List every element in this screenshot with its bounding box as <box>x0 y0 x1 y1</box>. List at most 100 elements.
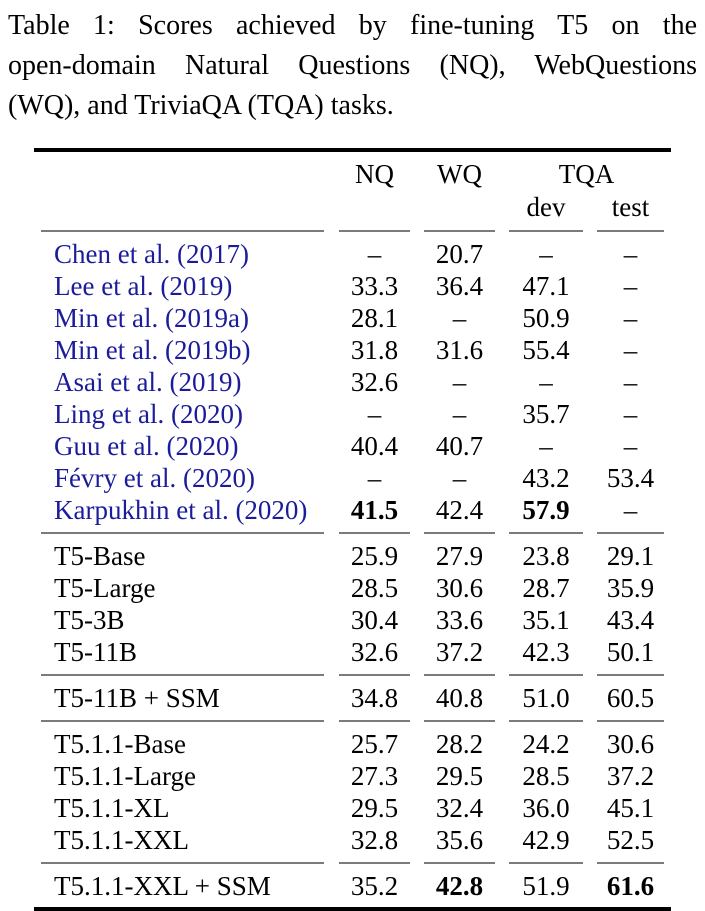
table-body: Chen et al. (2017) – 20.7 – – Lee et al.… <box>34 224 671 909</box>
citation-link[interactable]: Min et al. (2019b) <box>54 335 251 365</box>
cell-value: 25.7 <box>350 729 399 759</box>
cell-value: 43.4 <box>606 605 655 635</box>
cell-value: 42.3 <box>522 637 570 667</box>
cell-value: 30.6 <box>435 573 484 603</box>
table-row: T5-11B + SSM 34.8 40.8 51.0 60.5 <box>34 682 671 714</box>
cell-value: – <box>539 239 553 269</box>
cell-value: 33.6 <box>435 605 484 635</box>
table-caption: Table 1: Scores achieved by fine-tuning … <box>0 0 705 126</box>
table-row: T5.1.1-Large 27.3 29.5 28.5 37.2 <box>34 760 671 792</box>
cell-value: – <box>452 399 467 429</box>
separator-line <box>41 674 324 676</box>
cell-value: 35.6 <box>435 825 484 855</box>
row-label: T5.1.1-XXL <box>54 825 189 855</box>
group-separator <box>34 668 671 682</box>
citation-link[interactable]: Lee et al. (2019) <box>54 271 233 301</box>
citation-link[interactable]: Asai et al. (2019) <box>54 367 242 397</box>
separator-line <box>597 230 664 232</box>
group-separator <box>34 224 671 238</box>
cell-value: 32.6 <box>350 367 399 397</box>
cell-value: 28.2 <box>435 729 484 759</box>
cell-value: 37.2 <box>606 761 655 791</box>
separator-line <box>41 720 324 722</box>
separator-line <box>509 532 583 534</box>
cell-value: – <box>623 239 638 269</box>
citation-link[interactable]: Guu et al. (2020) <box>54 431 239 461</box>
separator-line <box>597 720 664 722</box>
table-row: T5.1.1-XXL 32.8 35.6 42.9 52.5 <box>34 824 671 856</box>
cell-value: 51.9 <box>522 871 570 901</box>
separator-line <box>339 532 410 534</box>
cell-value: – <box>623 335 638 365</box>
cell-value: – <box>623 399 638 429</box>
cell-value: 20.7 <box>435 239 484 269</box>
separator-line <box>424 862 495 864</box>
cell-value: – <box>539 431 553 461</box>
cell-value: 30.4 <box>350 605 399 635</box>
cell-value: 52.5 <box>606 825 655 855</box>
cell-value: 23.8 <box>522 541 570 571</box>
citation-link[interactable]: Min et al. (2019a) <box>54 303 249 333</box>
cell-value: 57.9 <box>522 495 570 525</box>
citation-link[interactable]: Févry et al. (2020) <box>54 463 255 493</box>
row-label: T5.1.1-Base <box>54 729 186 759</box>
cell-value: 27.3 <box>350 761 399 791</box>
separator-line <box>424 720 495 722</box>
cell-value: 47.1 <box>522 271 570 301</box>
cell-value: 42.4 <box>435 495 484 525</box>
citation-link[interactable]: Chen et al. (2017) <box>54 239 249 269</box>
table-row: T5-3B 30.4 33.6 35.1 43.4 <box>34 604 671 636</box>
cell-value: 28.5 <box>522 761 570 791</box>
table-row: Min et al. (2019a) 28.1 – 50.9 – <box>34 302 671 334</box>
cell-value: 28.1 <box>350 303 399 333</box>
cell-value: – <box>623 303 638 333</box>
cell-value: 50.1 <box>606 637 655 667</box>
col-header-nq: NQ <box>355 159 394 189</box>
col-header-tqa-test: test <box>611 192 650 222</box>
cell-value: 34.8 <box>350 683 399 713</box>
cell-value: 42.9 <box>522 825 570 855</box>
cell-value: 29.5 <box>435 761 484 791</box>
separator-line <box>424 230 495 232</box>
cell-value: 40.4 <box>350 431 399 461</box>
results-table: NQ WQ TQA dev test Chen et al. (2017) – … <box>34 148 671 911</box>
group-separator <box>34 714 671 728</box>
citation-link[interactable]: Ling et al. (2020) <box>54 399 243 429</box>
cell-value: – <box>452 303 467 333</box>
cell-value: – <box>623 495 638 525</box>
cell-value: – <box>623 367 638 397</box>
cell-value: – <box>367 463 382 493</box>
cell-value: – <box>367 399 382 429</box>
cell-value: 40.8 <box>435 683 484 713</box>
cell-value: 25.9 <box>350 541 399 571</box>
table-row: T5-11B 32.6 37.2 42.3 50.1 <box>34 636 671 668</box>
table-row: Guu et al. (2020) 40.4 40.7 – – <box>34 430 671 462</box>
caption-line-1: Table 1: Scores achieved by fine-tuning … <box>8 10 697 41</box>
cell-value: 43.2 <box>522 463 570 493</box>
cell-value: 35.7 <box>522 399 570 429</box>
table-row: Chen et al. (2017) – 20.7 – – <box>34 238 671 270</box>
group-separator <box>34 526 671 540</box>
cell-value: 33.3 <box>350 271 399 301</box>
separator-line <box>339 862 410 864</box>
separator-line <box>597 674 664 676</box>
cell-value: 50.9 <box>522 303 570 333</box>
cell-value: 36.4 <box>435 271 484 301</box>
separator-line <box>509 674 583 676</box>
cell-value: 31.6 <box>435 335 484 365</box>
separator-line <box>41 230 324 232</box>
caption-line-2: open-domain Natural Questions (NQ), WebQ… <box>8 50 697 81</box>
table-row: Min et al. (2019b) 31.8 31.6 55.4 – <box>34 334 671 366</box>
table-header: NQ WQ TQA dev test <box>34 150 671 224</box>
col-header-tqa: TQA <box>558 159 615 189</box>
row-label: T5-Base <box>54 541 146 571</box>
table-row: Ling et al. (2020) – – 35.7 – <box>34 398 671 430</box>
table-row: Karpukhin et al. (2020) 41.5 42.4 57.9 – <box>34 494 671 526</box>
cell-value: – <box>452 463 467 493</box>
separator-line <box>597 532 664 534</box>
cell-value: 28.7 <box>522 573 570 603</box>
citation-link[interactable]: Karpukhin et al. (2020) <box>54 495 308 525</box>
caption-line-3: (WQ), and TriviaQA (TQA) tasks. <box>8 90 394 121</box>
cell-value: 61.6 <box>606 871 655 901</box>
header-empty-cell <box>34 150 332 224</box>
